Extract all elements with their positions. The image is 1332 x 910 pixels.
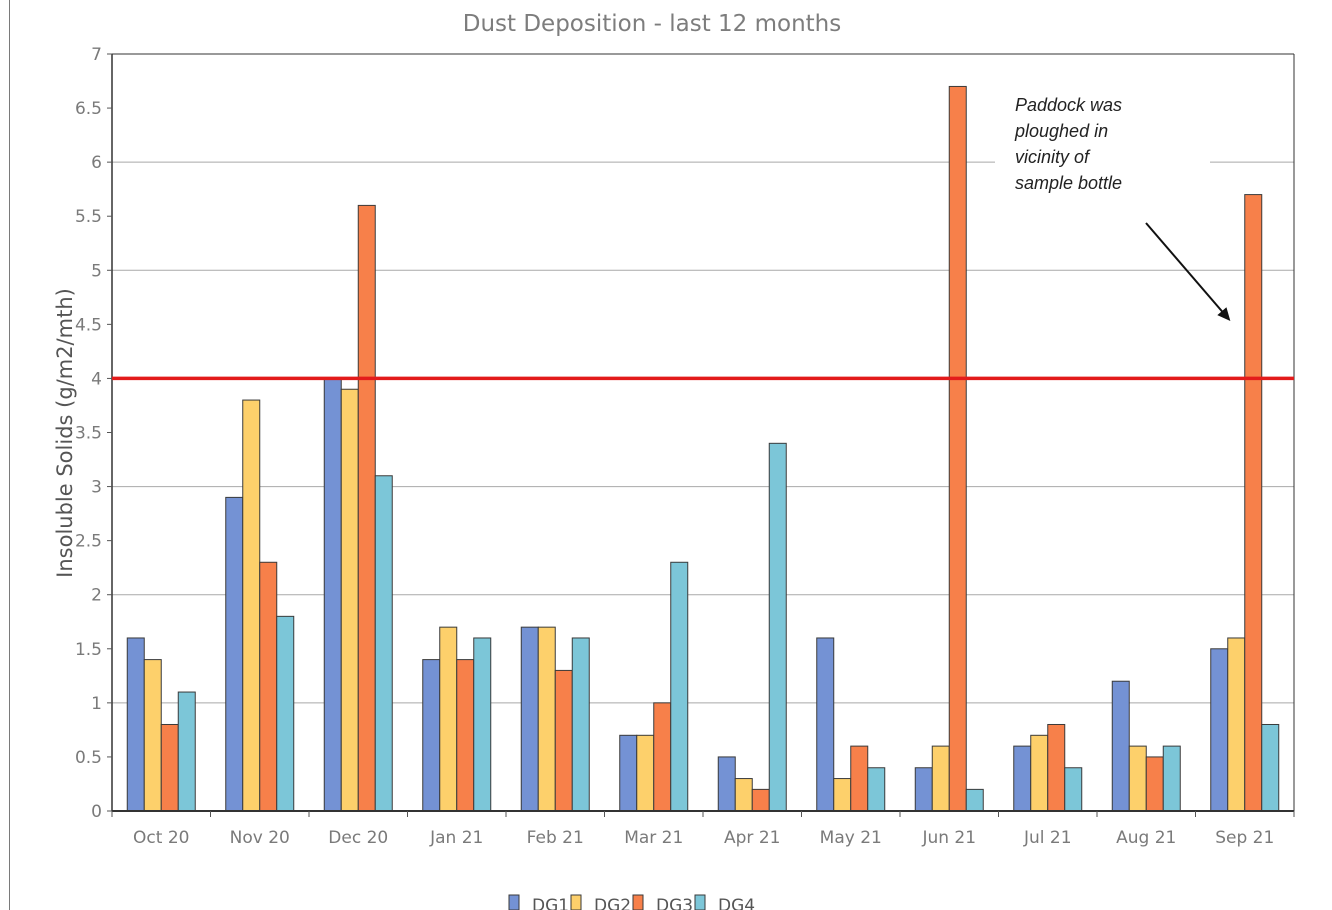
y-tick-label: 3.5 [75, 424, 102, 444]
y-tick-label: 4 [91, 369, 102, 389]
legend-label-dg4: DG4 [718, 896, 755, 910]
bar-dg3 [1047, 723, 1066, 812]
bar-dg1 [520, 626, 539, 812]
bar-dg1 [422, 659, 441, 812]
bar-dg1 [914, 767, 933, 812]
bar-dg1 [225, 496, 244, 812]
bar-dg2 [537, 626, 556, 812]
x-tick-label: Jan 21 [429, 828, 483, 848]
bar-dg4 [571, 637, 590, 812]
bars [126, 85, 1280, 812]
x-tick-label: Dec 20 [328, 828, 388, 848]
y-tick-label: 3 [91, 478, 102, 498]
bar-dg2 [1227, 637, 1246, 812]
bar-dg2 [143, 659, 162, 812]
bar-dg2 [439, 626, 458, 812]
bar-dg4 [867, 767, 886, 812]
legend-label-dg3: DG3 [656, 896, 693, 910]
bar-dg2 [242, 399, 261, 812]
bar-dg3 [1244, 194, 1263, 812]
annotation-text: ploughed in [1014, 121, 1108, 141]
bar-dg1 [1013, 745, 1032, 812]
bar-dg3 [1145, 756, 1164, 812]
chart-title: Dust Deposition - last 12 months [463, 11, 842, 37]
bar-dg2 [340, 388, 359, 812]
legend-swatch-dg2 [570, 894, 582, 910]
legend-swatch-dg4 [694, 894, 706, 910]
bar-dg3 [259, 561, 278, 812]
bar-dg4 [670, 561, 689, 812]
bar-dg1 [323, 377, 342, 812]
legend-label-dg2: DG2 [594, 896, 631, 910]
annotation-text: sample bottle [1015, 173, 1122, 193]
bar-dg1 [1111, 680, 1130, 812]
left-border-line [9, 0, 10, 910]
y-tick-label: 0 [91, 802, 102, 822]
annotation-arrow-head [1217, 307, 1231, 322]
y-tick-label: 1.5 [75, 640, 102, 660]
y-axis-label: Insoluble Solids (g/m2/mth) [53, 288, 77, 578]
bar-dg2 [1030, 734, 1049, 812]
bar-dg3 [948, 85, 967, 812]
axes: 0 0.5 1 1.5 2 2.5 3 3.5 4 4.5 5 5.5 6 6.5 7 Oct 20 Nov 2… [75, 45, 1295, 848]
legend: DG1 DG2 DG3 DG4 [508, 894, 755, 910]
bar-dg3 [160, 723, 179, 812]
y-tick-label: 6.5 [75, 99, 102, 119]
bar-dg2 [1128, 745, 1147, 812]
bar-dg4 [374, 475, 393, 812]
x-tick-label: Jul 21 [1023, 828, 1072, 848]
bar-dg2 [833, 778, 852, 812]
x-tick-label: Feb 21 [527, 828, 584, 848]
bar-dg4 [177, 691, 196, 812]
annotation-background [995, 95, 1210, 213]
annotation-text: Paddock was [1015, 95, 1122, 115]
bar-dg1 [126, 637, 145, 812]
y-tick-label: 4.5 [75, 315, 102, 335]
bar-dg1 [717, 756, 736, 812]
annotation-group: Paddock was ploughed in vicinity of sample … [995, 95, 1231, 322]
x-tick-label: Apr 21 [724, 828, 780, 848]
bar-dg3 [456, 659, 475, 812]
x-tick-label: Oct 20 [133, 828, 189, 848]
y-tick-label: 2.5 [75, 532, 102, 552]
y-tick-label: 7 [91, 45, 102, 65]
bar-dg4 [965, 788, 984, 812]
bar-dg4 [1064, 767, 1083, 812]
y-tick-label: 5 [91, 261, 102, 281]
bar-dg4 [768, 442, 787, 812]
y-tick-label: 2 [91, 586, 102, 606]
annotation-text: vicinity of [1015, 147, 1091, 167]
bar-dg3 [850, 745, 869, 812]
bar-dg2 [636, 734, 655, 812]
x-tick-label: May 21 [820, 828, 882, 848]
legend-swatch-dg1 [508, 894, 520, 910]
legend-label-dg1: DG1 [532, 896, 569, 910]
bar-dg1 [619, 734, 638, 812]
bar-dg2 [931, 745, 950, 812]
bar-dg1 [1210, 648, 1229, 812]
bar-dg2 [734, 778, 753, 812]
y-tick-label: 6 [91, 153, 102, 173]
y-tick-label: 0.5 [75, 748, 102, 768]
bar-dg1 [816, 637, 835, 812]
bar-dg4 [276, 615, 295, 812]
x-tick-label: Jun 21 [921, 828, 976, 848]
legend-swatch-dg3 [632, 894, 644, 910]
bar-dg3 [554, 669, 573, 812]
x-tick-label: Sep 21 [1215, 828, 1274, 848]
x-tick-label: Nov 20 [230, 828, 290, 848]
bar-dg3 [653, 702, 672, 812]
x-tick-label: Mar 21 [624, 828, 683, 848]
bar-dg4 [473, 637, 492, 812]
annotation-arrow-line [1145, 222, 1229, 319]
y-tick-label: 5.5 [75, 207, 102, 227]
bar-dg4 [1261, 723, 1280, 812]
bar-dg4 [1162, 745, 1181, 812]
y-tick-label: 1 [91, 694, 102, 714]
bar-dg3 [357, 204, 376, 812]
x-tick-label: Aug 21 [1116, 828, 1176, 848]
bar-dg3 [751, 788, 770, 812]
